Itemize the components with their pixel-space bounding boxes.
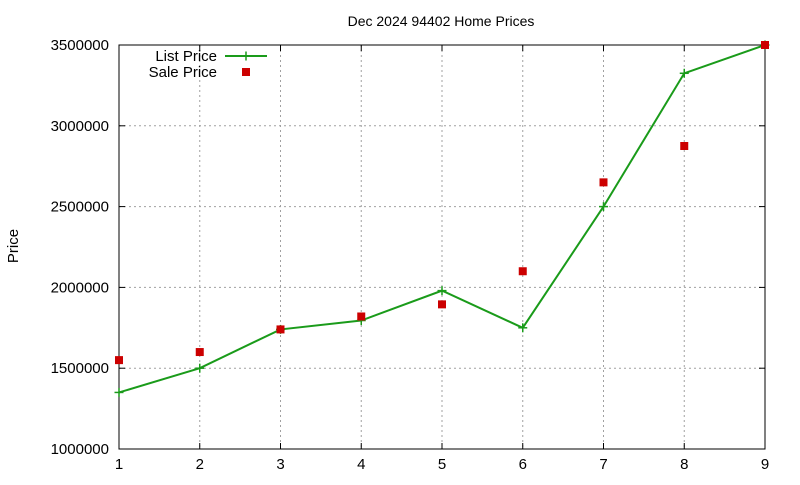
axes: 1000000 1500000 2000000 2500000 3000000 35000… [51, 37, 770, 473]
data-point-sale-price [357, 312, 366, 321]
data-point-list-price [195, 363, 205, 373]
data-point-sale-price [438, 300, 446, 309]
data-point-list-price [679, 68, 689, 78]
x-tick-label: 1 [115, 456, 123, 473]
chart-title: Dec 2024 94402 Home Prices [348, 13, 535, 29]
legend-label: List Price [155, 48, 217, 65]
plot-area [114, 40, 770, 397]
data-point-list-price [114, 387, 124, 397]
data-point-sale-price [518, 267, 527, 276]
data-point-sale-price [115, 356, 123, 365]
y-tick-label: 3500000 [51, 37, 109, 54]
x-tick-label: 4 [357, 456, 365, 473]
x-tick-label: 5 [438, 456, 446, 473]
data-point-sale-price [195, 348, 204, 357]
y-tick-label: 3000000 [51, 118, 109, 135]
data-point-list-price [518, 323, 528, 333]
data-point-sale-price [761, 41, 769, 49]
y-tick-label: 2000000 [51, 279, 109, 296]
data-point-sale-price [680, 142, 689, 150]
data-point-list-price [437, 286, 447, 296]
y-tick-label: 1000000 [51, 441, 109, 458]
data-point-sale-price [276, 325, 285, 334]
y-tick-label: 1500000 [51, 360, 109, 377]
legend-marker-square [242, 68, 250, 76]
legend-marker-cross [241, 51, 251, 61]
x-tick-label: 3 [276, 456, 284, 473]
plot-frame [118, 44, 766, 450]
gridlines [119, 45, 765, 449]
x-tick-label: 2 [196, 456, 204, 473]
x-tick-label: 8 [680, 456, 688, 473]
y-tick-label: 2500000 [51, 199, 109, 216]
x-tick-label: 6 [519, 456, 527, 473]
x-tick-label: 7 [599, 456, 607, 473]
legend-label: Sale Price [149, 64, 217, 81]
y-axis-label: Price [5, 229, 22, 263]
data-point-list-price [599, 202, 608, 212]
x-tick-label: 9 [761, 456, 769, 473]
data-point-sale-price [599, 178, 608, 187]
